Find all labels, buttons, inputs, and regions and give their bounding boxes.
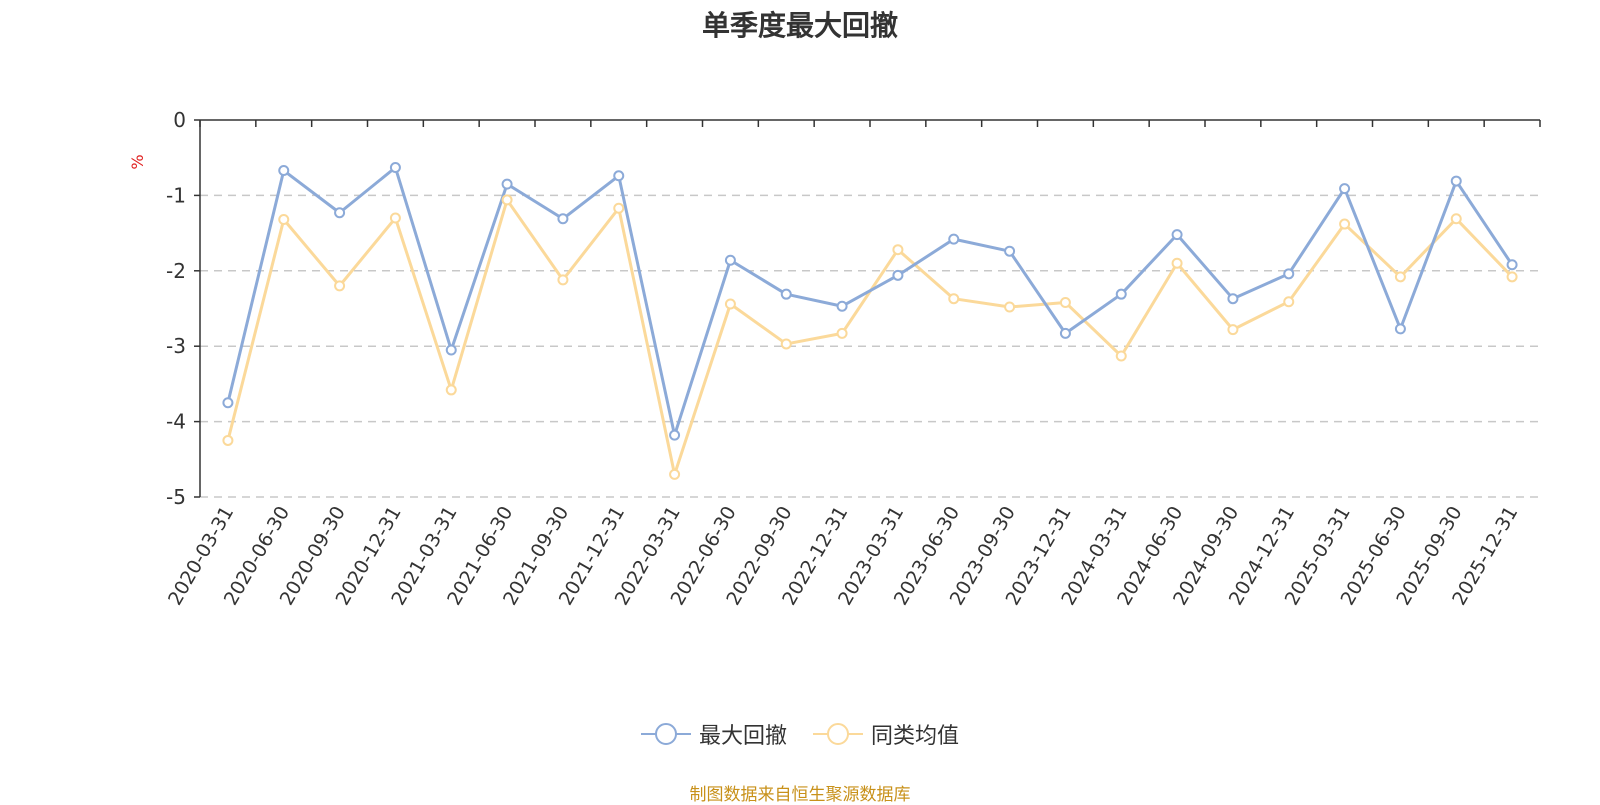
data-point[interactable] (1283, 296, 1295, 308)
data-point[interactable] (501, 194, 513, 206)
data-point[interactable] (334, 207, 346, 219)
y-tick-label: -3 (166, 334, 186, 358)
data-point[interactable] (1506, 259, 1518, 271)
y-tick-label: -1 (166, 183, 186, 207)
data-point[interactable] (1227, 324, 1239, 336)
data-point[interactable] (948, 233, 960, 245)
y-tick-labels: 0 -1 -2 -3 -4 -5 (166, 108, 186, 509)
legend-marker-icon (813, 723, 863, 745)
series-line-1 (226, 198, 1514, 476)
data-point[interactable] (1004, 301, 1016, 313)
data-point[interactable] (892, 269, 904, 281)
data-source-note: 制图数据来自恒生聚源数据库 (689, 785, 911, 805)
data-point[interactable] (389, 212, 401, 224)
data-point[interactable] (1506, 271, 1518, 283)
y-tick-label: -4 (166, 410, 186, 434)
y-tick-label: -2 (166, 259, 186, 283)
y-tick-label: 0 (173, 108, 186, 132)
data-point[interactable] (1450, 175, 1462, 187)
data-point[interactable] (613, 170, 625, 182)
data-point[interactable] (278, 214, 290, 226)
legend-label: 最大回撤 (698, 724, 787, 749)
data-point[interactable] (222, 397, 234, 409)
chart-title: 单季度最大回撤 (701, 9, 898, 42)
legend: 最大回撤 同类均值 (0, 718, 1600, 750)
y-tick-label: -5 (166, 485, 186, 509)
data-point[interactable] (613, 202, 625, 214)
data-point[interactable] (1339, 218, 1351, 230)
data-point[interactable] (780, 288, 792, 300)
data-point[interactable] (1171, 257, 1183, 269)
series-points (222, 162, 1518, 480)
data-point[interactable] (1059, 327, 1071, 339)
data-point[interactable] (724, 298, 736, 310)
data-point[interactable] (389, 162, 401, 174)
legend-item-peer-average[interactable]: 同类均值 (813, 718, 959, 750)
legend-item-max-drawdown[interactable]: 最大回撤 (640, 718, 787, 750)
data-point[interactable] (501, 178, 513, 190)
series-lines (226, 166, 1514, 476)
data-point[interactable] (1394, 323, 1406, 335)
legend-label: 同类均值 (871, 724, 960, 749)
data-point[interactable] (836, 327, 848, 339)
data-point[interactable] (892, 244, 904, 256)
x-tick-labels: 2020-03-312020-06-302020-09-302020-12-31… (164, 503, 1522, 610)
data-point[interactable] (1450, 213, 1462, 225)
data-point[interactable] (836, 300, 848, 312)
data-point[interactable] (557, 274, 569, 286)
data-point[interactable] (1115, 350, 1127, 362)
grid-lines (200, 194, 1540, 498)
axes (194, 119, 1541, 498)
data-point[interactable] (1394, 271, 1406, 283)
data-point[interactable] (1059, 296, 1071, 308)
data-point[interactable] (334, 280, 346, 292)
data-point[interactable] (724, 254, 736, 266)
data-point[interactable] (948, 293, 960, 305)
data-point[interactable] (1115, 288, 1127, 300)
data-point[interactable] (780, 338, 792, 350)
data-point[interactable] (1227, 293, 1239, 305)
data-point[interactable] (1283, 268, 1295, 280)
data-point[interactable] (445, 384, 457, 396)
data-point[interactable] (1171, 229, 1183, 241)
data-point[interactable] (1004, 245, 1016, 257)
data-point[interactable] (669, 429, 681, 441)
data-point[interactable] (445, 344, 457, 356)
data-point[interactable] (669, 468, 681, 480)
series-line-0 (226, 166, 1514, 437)
data-point[interactable] (222, 434, 234, 446)
legend-marker-icon (640, 723, 691, 745)
data-point[interactable] (1339, 183, 1351, 195)
data-point[interactable] (557, 213, 569, 225)
data-point[interactable] (278, 165, 290, 177)
y-axis-unit-label: % (128, 154, 147, 169)
